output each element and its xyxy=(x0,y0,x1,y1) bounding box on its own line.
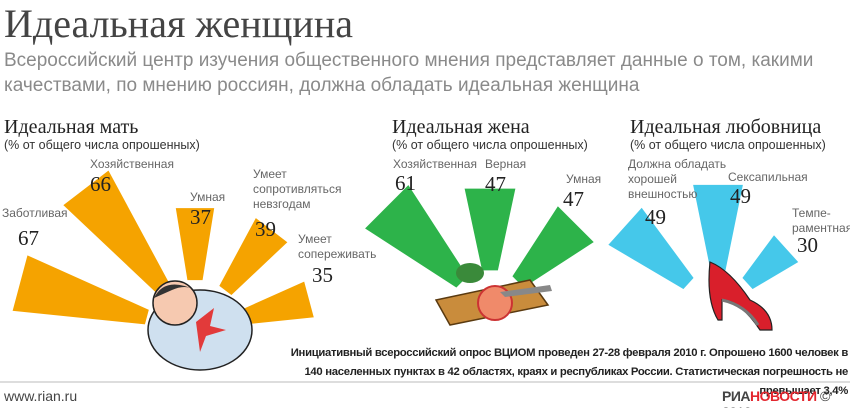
baby-illustration xyxy=(147,280,253,371)
section-title: Идеальная мать xyxy=(4,116,139,138)
fan-bar xyxy=(218,216,289,297)
section-title: Идеальная жена xyxy=(392,116,530,138)
fan-bar xyxy=(463,187,517,272)
fan-bar xyxy=(606,206,695,291)
category-label: Должна обладать хорошей внешностью xyxy=(628,157,727,201)
category-label: Сексапильная xyxy=(728,170,808,184)
category-label: Умная xyxy=(190,190,226,204)
value-label: 30 xyxy=(797,233,818,257)
category-label: Умеет сопротивляться невзгодам xyxy=(253,167,342,211)
value-label: 47 xyxy=(563,187,584,211)
section-subtitle: (% от общего числа опрошенных) xyxy=(4,138,200,152)
survey-note: Инициативный всероссийский опрос ВЦИОМ п… xyxy=(290,347,849,397)
value-label: 39 xyxy=(255,217,276,241)
section-subtitle: (% от общего числа опрошенных) xyxy=(392,138,588,152)
category-label: Умная xyxy=(566,172,602,186)
value-label: 37 xyxy=(190,205,211,229)
category-label: Заботливая xyxy=(2,206,68,220)
category-label: Умеет сопереживать xyxy=(298,232,377,261)
fan-bar xyxy=(741,233,800,291)
board-illustration xyxy=(434,263,552,326)
title: Идеальная женщина xyxy=(4,1,353,46)
subtitle: Всероссийский центр изучения общественно… xyxy=(4,50,814,96)
value-label: 47 xyxy=(485,172,506,196)
fan-bar xyxy=(174,207,216,282)
value-label: 61 xyxy=(395,171,416,195)
logo-novosti: НОВОСТИ xyxy=(750,388,817,404)
value-label: 49 xyxy=(645,205,666,229)
fan-bar xyxy=(61,169,172,297)
copyright: © 2010 xyxy=(722,388,830,408)
site-url[interactable]: www.rian.ru xyxy=(4,388,78,404)
logo: РИАНОВОСТИ © 2010 xyxy=(722,388,850,408)
fan-bar xyxy=(363,183,469,289)
value-label: 35 xyxy=(312,263,333,287)
fan-bar xyxy=(240,280,316,326)
fan-bar xyxy=(11,254,150,326)
value-label: 49 xyxy=(730,184,751,208)
value-label: 66 xyxy=(90,172,111,196)
section-subtitle: (% от общего числа опрошенных) xyxy=(630,138,826,152)
section-title: Идеальная любовница xyxy=(630,116,822,138)
shoe-illustration xyxy=(708,261,773,331)
category-label: Темпе- раментная xyxy=(792,206,850,235)
category-label: Верная xyxy=(485,157,527,171)
category-label: Хозяйственная xyxy=(90,157,174,171)
category-label: Хозяйственная xyxy=(393,157,477,171)
value-label: 67 xyxy=(18,226,39,250)
logo-ria: РИА xyxy=(722,388,751,404)
fan-bar xyxy=(511,204,596,289)
